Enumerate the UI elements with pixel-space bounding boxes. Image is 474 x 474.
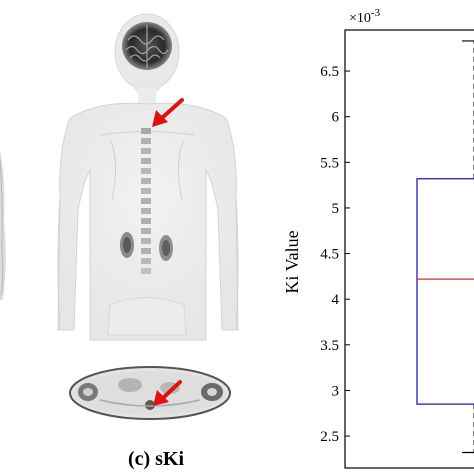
iqr-box: [416, 178, 474, 405]
left-partial-scan: [0, 150, 6, 300]
arrow-slice: [153, 380, 182, 406]
box-element: [416, 40, 474, 454]
y-axis-title: Ki Value: [282, 230, 302, 293]
pet-axial-slice: [69, 366, 231, 420]
pet-head: [114, 13, 180, 106]
y-tick-label: 5: [332, 201, 340, 217]
pet-body: [57, 102, 239, 341]
y-exponent-label: ×10-3: [349, 7, 381, 26]
y-axis-ticks: 2.5 3 3.5 4 4.5 5 5.5 6 6.5: [320, 64, 350, 445]
box-plot: 2.5 3 3.5 4 4.5 5 5.5 6 6.5 Ki Value ×10-3: [282, 7, 474, 469]
y-tick-label: 3.5: [320, 338, 339, 354]
kidneys: [120, 232, 173, 261]
panel-caption: (c) sKi: [127, 448, 185, 470]
y-exponent-power: -3: [371, 7, 381, 19]
arrow-body: [152, 98, 184, 127]
y-tick-label: 2.5: [320, 429, 339, 445]
y-tick-label: 4.5: [320, 247, 339, 263]
y-tick-label: 3: [332, 383, 340, 399]
plot-frame: [344, 29, 474, 469]
spine: [141, 128, 151, 274]
y-exponent-base: ×10: [349, 11, 371, 26]
y-tick-label: 6.5: [320, 64, 339, 80]
y-tick-label: 5.5: [320, 155, 339, 171]
y-tick-label: 4: [332, 292, 340, 308]
y-tick-label: 6: [332, 110, 340, 126]
